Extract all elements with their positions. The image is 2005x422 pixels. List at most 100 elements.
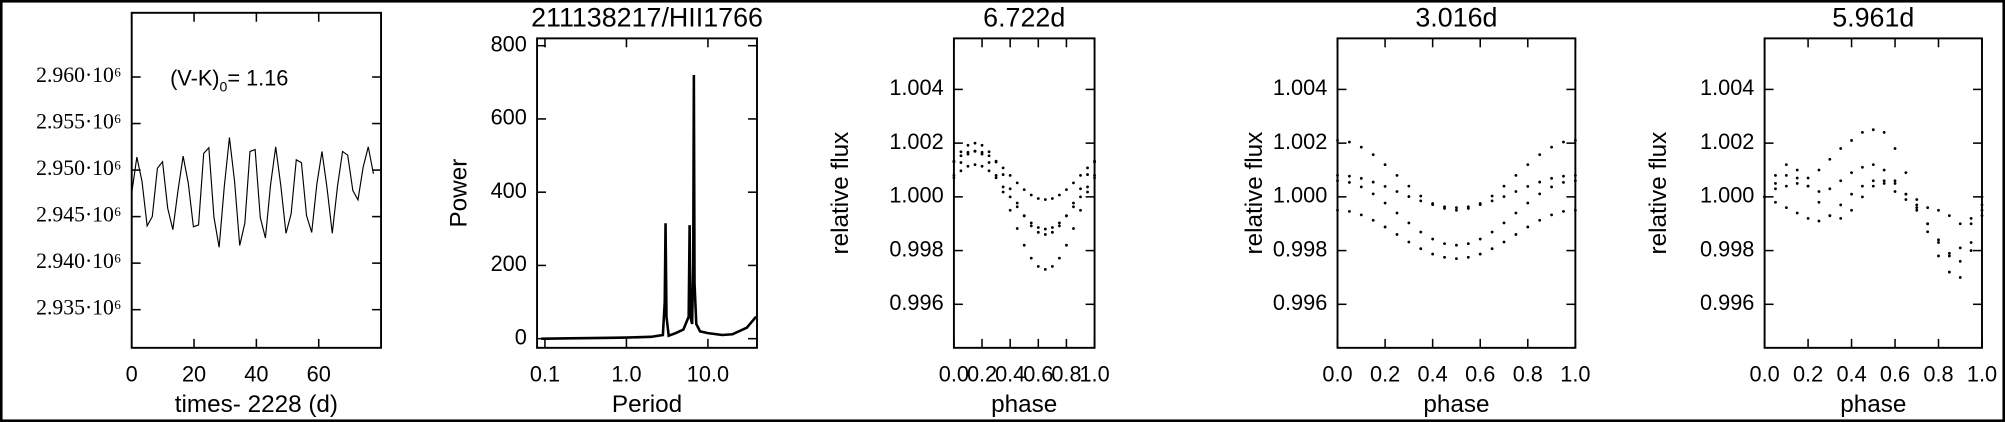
- chart-title: 5.961d: [1832, 2, 1914, 32]
- data-point: [1466, 242, 1470, 246]
- data-point: [1926, 206, 1930, 210]
- x-tick-label: 0.1: [530, 362, 560, 387]
- data-point: [1043, 267, 1047, 271]
- data-point: [1359, 145, 1363, 149]
- data-point: [1371, 218, 1375, 222]
- data-point: [1937, 208, 1940, 212]
- data-point: [1336, 173, 1339, 177]
- data-point: [1893, 182, 1897, 185]
- data-point: [1336, 179, 1339, 183]
- x-tick-label: 0.0: [1750, 362, 1780, 387]
- data-point: [1383, 201, 1387, 205]
- data-point: [1072, 181, 1075, 185]
- data-point: [1079, 187, 1082, 191]
- data-point: [1395, 233, 1399, 236]
- data-point: [1419, 230, 1423, 234]
- data-point: [1573, 179, 1577, 183]
- y-tick-label: 2.960·10⁶: [36, 63, 121, 87]
- y-tick-label: 1.000: [889, 183, 943, 208]
- data-point: [987, 150, 991, 154]
- data-point: [1490, 199, 1494, 203]
- data-point: [980, 143, 984, 147]
- data-point: [1969, 222, 1973, 226]
- y-tick-label: 0.998: [889, 236, 943, 261]
- data-point: [1562, 180, 1565, 184]
- chart-title: 211138217/HII1766: [531, 2, 763, 32]
- data-point: [1817, 200, 1821, 204]
- data-point: [1431, 203, 1435, 207]
- data-point: [1029, 256, 1033, 260]
- data-point: [1093, 176, 1096, 180]
- data-point: [1008, 187, 1012, 191]
- y-axis-label: relative flux: [1645, 132, 1672, 255]
- x-tick-label: 0.2: [1793, 362, 1823, 387]
- data-point: [1969, 241, 1973, 244]
- data-point: [1538, 192, 1542, 196]
- data-point: [1001, 166, 1005, 170]
- x-tick-label: 20: [182, 362, 206, 387]
- x-tick-label: 1.0: [1967, 362, 1997, 387]
- data-point: [1455, 206, 1458, 210]
- panel: 0.1 1.0 10.0 0 200 400 600 800211138217/HII1766…: [446, 2, 763, 417]
- data-point: [1001, 173, 1005, 176]
- data-point: [1043, 227, 1047, 231]
- data-point: [1839, 203, 1843, 207]
- data-point: [1359, 213, 1363, 217]
- data-point: [1079, 208, 1082, 212]
- data-point: [1383, 225, 1387, 229]
- data-point: [1871, 184, 1875, 188]
- data-point: [1431, 237, 1435, 241]
- data-point: [1817, 219, 1821, 223]
- data-point: [1079, 195, 1082, 199]
- y-tick-label: 0.998: [1700, 236, 1754, 261]
- annotation: (V-K)0= 1.16: [170, 65, 288, 94]
- data-point: [1893, 190, 1897, 193]
- data-point: [1526, 225, 1530, 229]
- data-point: [1336, 139, 1339, 142]
- panel: 0.0 0.2 0.4 0.6 0.8 1.0 0.996 0.998 1.000 1.002 1.…: [1645, 2, 1997, 417]
- data-point: [1502, 240, 1506, 244]
- data-point: [1419, 194, 1423, 198]
- y-tick-label: 0.998: [1273, 236, 1327, 261]
- data-point: [1514, 233, 1518, 236]
- data-point: [1969, 216, 1973, 220]
- data-point: [1980, 208, 1984, 212]
- x-axis-label: Period: [612, 391, 682, 418]
- data-point: [1371, 192, 1375, 196]
- y-tick-label: 1.000: [1700, 183, 1754, 208]
- data-point: [1443, 205, 1446, 209]
- data-point: [959, 169, 963, 173]
- x-tick-label: 0.0: [939, 362, 969, 387]
- x-tick-label: 0.6: [1465, 362, 1495, 387]
- data-point: [1861, 130, 1864, 134]
- data-point: [1562, 209, 1565, 213]
- y-tick-label: 2.940·10⁶: [36, 249, 121, 273]
- x-tick-label: 60: [307, 362, 331, 387]
- data-point: [1348, 140, 1351, 144]
- data-point: [1850, 208, 1853, 212]
- x-tick-label: 0.2: [1370, 362, 1400, 387]
- data-point: [1036, 230, 1040, 234]
- data-point: [1057, 256, 1061, 260]
- data-point: [1947, 251, 1951, 255]
- y-tick-label: 1.004: [889, 75, 943, 100]
- data-point: [1958, 246, 1962, 250]
- data-point: [1466, 205, 1470, 209]
- data-point: [1763, 195, 1767, 199]
- data-point: [1036, 197, 1040, 200]
- panel: 0 20 40 60 2.935·10⁶ 2.940·10⁶ 2.945·10⁶ 2.950·…: [36, 11, 383, 418]
- x-axis-label: phase: [1840, 391, 1906, 418]
- data-point: [1086, 185, 1089, 189]
- data-point: [1086, 190, 1089, 194]
- y-tick-label: 800: [491, 31, 527, 56]
- chart-title: 6.722d: [983, 2, 1065, 32]
- x-tick-label: 0.8: [1923, 362, 1953, 387]
- data-point: [1419, 199, 1423, 203]
- data-point: [1029, 193, 1033, 197]
- data-point: [994, 173, 998, 177]
- data-point: [1057, 193, 1061, 197]
- data-point: [1419, 247, 1423, 251]
- data-point: [1893, 179, 1897, 183]
